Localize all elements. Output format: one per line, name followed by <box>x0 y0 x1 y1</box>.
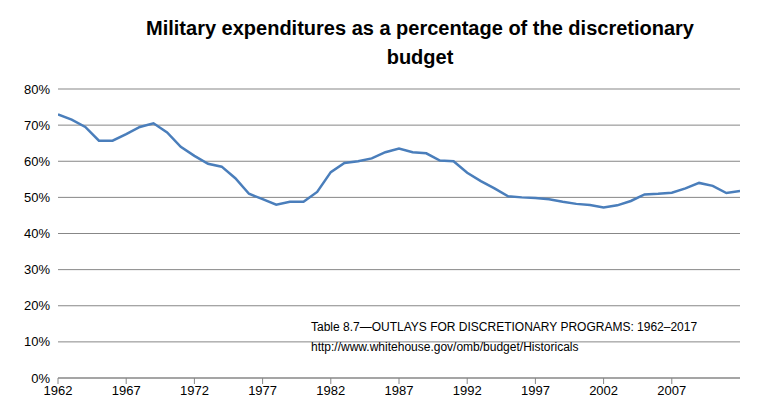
svg-text:1997: 1997 <box>521 383 550 398</box>
svg-text:0%: 0% <box>31 371 50 386</box>
html-text:Military expenditures as a per: Military expenditures as a percentage of… <box>146 17 694 68</box>
svg-text:1967: 1967 <box>112 383 141 398</box>
svg-text:1972: 1972 <box>180 383 209 398</box>
html-text:http://www.whitehouse.gov/omb/: http://www.whitehouse.gov/omb/budget/His… <box>311 340 579 354</box>
svg-text:10%: 10% <box>24 334 50 349</box>
svg-text:60%: 60% <box>24 154 50 169</box>
svg-text:1987: 1987 <box>385 383 414 398</box>
svg-text:40%: 40% <box>24 226 50 241</box>
svg-text:1992: 1992 <box>453 383 482 398</box>
svg-text:20%: 20% <box>24 298 50 313</box>
svg-text:2002: 2002 <box>589 383 618 398</box>
html-text:Table 8.7—OUTLAYS FOR DISCRETI: Table 8.7—OUTLAYS FOR DISCRETIONARY PROG… <box>311 320 698 334</box>
svg-text:80%: 80% <box>24 82 50 97</box>
svg-text:1977: 1977 <box>248 383 277 398</box>
svg-text:1982: 1982 <box>316 383 345 398</box>
svg-text:1962: 1962 <box>43 383 73 399</box>
svg-text:30%: 30% <box>24 262 50 277</box>
svg-text:70%: 70% <box>24 118 50 133</box>
svg-text:50%: 50% <box>24 190 50 205</box>
svg-text:2007: 2007 <box>657 383 686 398</box>
